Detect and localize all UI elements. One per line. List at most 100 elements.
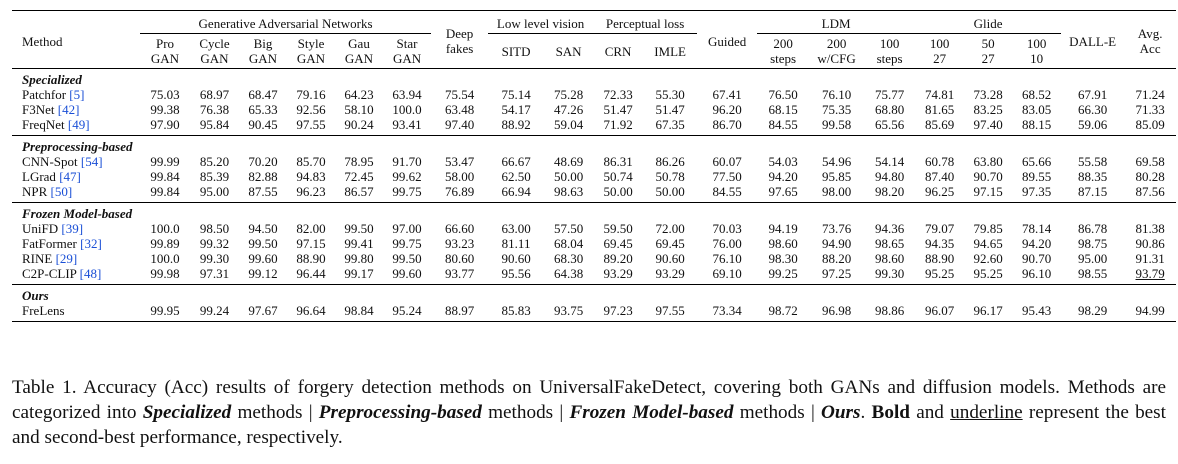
value-cell: 85.20 [199,154,230,169]
value-cell: 99.25 [768,266,798,281]
value-cell: 94.50 [248,221,278,236]
value-cell: 68.15 [768,102,798,117]
value-cell: 62.50 [501,169,531,184]
value-cell: 99.89 [150,236,180,251]
column-header: Cycle GAN [199,36,230,66]
value-cell: 67.91 [1078,87,1108,102]
citation-link[interactable]: [32] [80,236,102,251]
value-cell: 93.29 [655,266,685,281]
value-cell: 79.16 [296,87,326,102]
value-cell: 85.09 [1135,117,1165,132]
value-cell: 99.84 [150,169,180,184]
column-header: Gau GAN [344,36,374,66]
caption-text: . [860,402,872,423]
category-label: Frozen Model-based [12,202,1177,221]
value-cell: 98.60 [768,236,798,251]
citation-link[interactable]: [54] [80,154,103,169]
value-cell: 99.32 [199,236,230,251]
citation-link[interactable]: [29] [55,251,78,266]
column-header: IMLE [654,43,686,59]
value-cell: 89.20 [603,251,633,266]
value-cell: 83.25 [973,102,1003,117]
value-cell: 81.38 [1135,221,1165,236]
category-row: Ours [12,284,1177,303]
value-cell: 99.75 [392,236,422,251]
value-cell: 99.17 [344,266,374,281]
value-cell: 96.23 [296,184,326,199]
value-cell: 94.19 [768,221,798,236]
value-cell: 78.95 [344,154,374,169]
value-cell: 98.65 [874,236,905,251]
value-cell: 76.10 [821,87,852,102]
value-cell: 97.55 [643,303,698,322]
group-header-low-level-vision: Low level vision [488,10,594,34]
caption-underline-word: underline [950,402,1023,423]
caption-text: Table 1. Accuracy (Acc) results of forge… [12,377,1166,423]
value-cell: 88.90 [296,251,326,266]
value-cell: 98.29 [1061,303,1125,322]
value-cell: 54.14 [874,154,905,169]
value-cell: 98.60 [874,251,905,266]
value-cell: 88.97 [431,303,489,322]
value-cell: 95.24 [383,303,432,322]
value-cell: 91.31 [1135,251,1165,266]
method-cell: UniFD [39] [22,221,84,236]
value-cell: 94.35 [924,236,955,251]
value-cell: 99.30 [874,266,905,281]
value-cell: 69.10 [712,266,742,281]
category-label: Specialized [12,68,1177,87]
value-cell: 86.26 [655,154,685,169]
citation-link[interactable]: [49] [67,117,90,132]
caption-category: Preprocessing-based [318,402,482,423]
value-cell: 68.80 [874,102,905,117]
caption-text: and [909,402,951,423]
citation-link[interactable]: [47] [59,169,81,184]
citation-link[interactable]: [42] [57,102,80,117]
group-header-ldm: LDM [757,10,916,34]
value-cell: 100.0 [150,251,180,266]
method-cell: C2P-CLIP [48] [22,266,102,281]
value-cell: 99.58 [821,117,852,132]
citation-link[interactable]: [50] [50,184,73,199]
value-cell: 99.75 [392,184,422,199]
method-cell: Patchfor [5] [22,87,85,102]
value-cell: 64.23 [344,87,374,102]
value-cell: 92.56 [296,102,326,117]
value-cell: 87.55 [248,184,278,199]
value-cell: 96.20 [712,102,742,117]
value-cell: 87.15 [1078,184,1108,199]
value-cell: 86.57 [344,184,374,199]
citation-link[interactable]: [39] [61,221,84,236]
value-cell: 88.20 [821,251,852,266]
value-cell: 81.65 [924,102,955,117]
value-cell: 99.99 [150,154,180,169]
value-cell: 63.00 [501,221,531,236]
value-cell: 90.70 [1022,251,1052,266]
column-header: Style GAN [296,36,326,66]
value-cell: 63.48 [444,102,475,117]
value-cell: 88.90 [924,251,955,266]
table-row: NPR [50] 99.84 95.00 87.55 96.23 86.57 99.75 76… [12,184,1176,203]
citation-link[interactable]: [48] [79,266,102,281]
value-cell: 90.60 [655,251,685,266]
value-cell: 79.07 [924,221,955,236]
value-cell: 99.50 [392,251,422,266]
value-cell: 81.11 [501,236,531,251]
value-cell: 99.84 [150,184,180,199]
value-cell: 99.62 [392,169,422,184]
value-cell: 55.30 [655,87,685,102]
value-cell: 97.25 [821,266,852,281]
table-row: FreqNet [49] 97.90 95.84 90.45 97.55 90.24 93.… [12,117,1176,136]
caption-text: represent the best and second-best perfo… [12,402,1166,448]
value-cell: 78.14 [1022,221,1052,236]
value-cell: 94.36 [874,221,905,236]
table-row: F3Net [42] 99.38 76.38 65.33 92.56 58.10 100.0… [12,102,1176,117]
value-cell: 54.17 [501,102,531,117]
value-cell: 93.41 [392,117,422,132]
value-cell: 80.60 [444,251,475,266]
value-cell: 97.15 [296,236,326,251]
citation-link[interactable]: [5] [69,87,85,102]
column-header: Star GAN [392,36,422,66]
value-cell: 99.41 [344,236,374,251]
